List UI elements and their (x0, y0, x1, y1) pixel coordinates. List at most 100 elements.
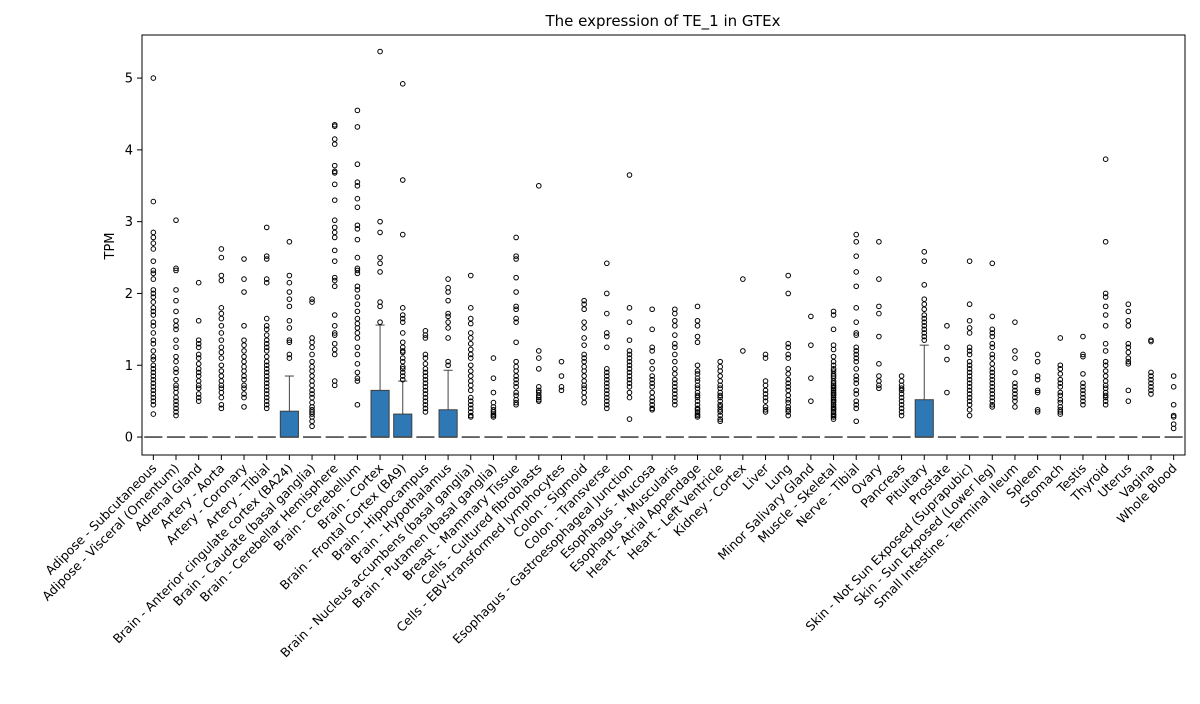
outlier-point (672, 398, 678, 404)
outlier-point (853, 355, 860, 361)
box-group (234, 256, 254, 438)
outlier-point (808, 375, 814, 381)
outlier-point (377, 254, 383, 261)
outlier-point (649, 306, 655, 313)
outlier-point (150, 287, 157, 293)
outlier-point (150, 353, 157, 360)
outlier-point (966, 398, 973, 404)
outlier-point (649, 373, 655, 379)
y-tick-label: 4 (125, 143, 133, 158)
outlier-point (399, 231, 406, 238)
outlier-point (263, 348, 270, 354)
outlier-point (467, 330, 474, 336)
outlier-point (286, 296, 293, 303)
box-group (575, 297, 594, 438)
outlier-point (377, 269, 383, 275)
outlier-point (1102, 373, 1109, 379)
outlier-point (513, 274, 519, 281)
outlier-point (173, 326, 179, 333)
box-group (461, 272, 480, 438)
outlier-point (354, 344, 361, 351)
outlier-point (286, 337, 293, 343)
outlier-point (195, 382, 202, 389)
outlier-point (989, 313, 996, 320)
outlier-point (604, 330, 610, 336)
outlier-point (241, 342, 247, 348)
outlier-point (808, 398, 814, 404)
outlier-point (399, 376, 406, 383)
box-group (847, 231, 866, 438)
outlier-point (649, 380, 655, 387)
outlier-point (785, 366, 792, 372)
outlier-point (1057, 380, 1064, 387)
outlier-point (649, 344, 655, 351)
outlier-point (354, 361, 361, 367)
outlier-point (626, 369, 633, 376)
outlier-point (830, 414, 837, 420)
outlier-point (422, 361, 429, 367)
outlier-point (445, 313, 451, 320)
outlier-point (331, 258, 338, 264)
outlier-point (876, 385, 882, 392)
outlier-point (694, 368, 701, 374)
outlier-point (649, 376, 655, 383)
outlier-point (467, 272, 474, 279)
outlier-point (830, 358, 837, 365)
outlier-point (1012, 391, 1018, 397)
outlier-point (422, 401, 429, 408)
outlier-point (150, 299, 157, 305)
outlier-point (399, 339, 406, 346)
outlier-point (626, 373, 633, 379)
box-group (529, 182, 548, 438)
outlier-point (150, 322, 157, 329)
box-group (1141, 337, 1161, 438)
outlier-point (853, 305, 860, 311)
box (370, 389, 390, 438)
outlier-point (626, 348, 633, 354)
outlier-point (694, 333, 701, 340)
outlier-point (354, 287, 361, 293)
outlier-point (1012, 355, 1018, 361)
outlier-point (218, 277, 225, 284)
outlier-point (195, 279, 202, 286)
outlier-point (490, 375, 497, 381)
outlier-point (649, 389, 655, 396)
outlier-point (966, 351, 973, 358)
outlier-point (876, 361, 882, 367)
outlier-point (1148, 369, 1154, 376)
outlier-point (467, 387, 474, 394)
outlier-point (581, 335, 587, 341)
outlier-point (354, 107, 361, 114)
outlier-point (422, 369, 429, 376)
outlier-point (195, 355, 202, 361)
outlier-point (241, 337, 247, 343)
plot-frame (141, 34, 1186, 456)
outlier-point (581, 355, 587, 361)
outlier-point (876, 238, 882, 245)
outlier-point (399, 319, 406, 325)
outlier-point (1170, 401, 1177, 408)
box-group (914, 249, 934, 438)
outlier-point (1034, 389, 1041, 396)
outlier-point (1148, 383, 1154, 390)
outlier-point (898, 409, 905, 415)
box (914, 399, 934, 438)
outlier-point (467, 401, 474, 408)
outlier-point (626, 389, 633, 396)
outlier-point (966, 366, 973, 372)
outlier-point (354, 182, 361, 189)
outlier-point (604, 391, 610, 397)
box-group (348, 107, 367, 438)
outlier-point (1057, 409, 1064, 415)
outlier-point (1102, 312, 1109, 318)
outlier-point (1034, 351, 1041, 358)
outlier-point (331, 162, 338, 169)
outlier-point (218, 349, 225, 356)
outlier-point (672, 366, 678, 372)
outlier-point (331, 229, 338, 236)
outlier-point (989, 369, 996, 376)
outlier-point (173, 308, 179, 315)
outlier-point (513, 383, 519, 390)
outlier-point (989, 344, 996, 351)
box-group (733, 276, 752, 438)
